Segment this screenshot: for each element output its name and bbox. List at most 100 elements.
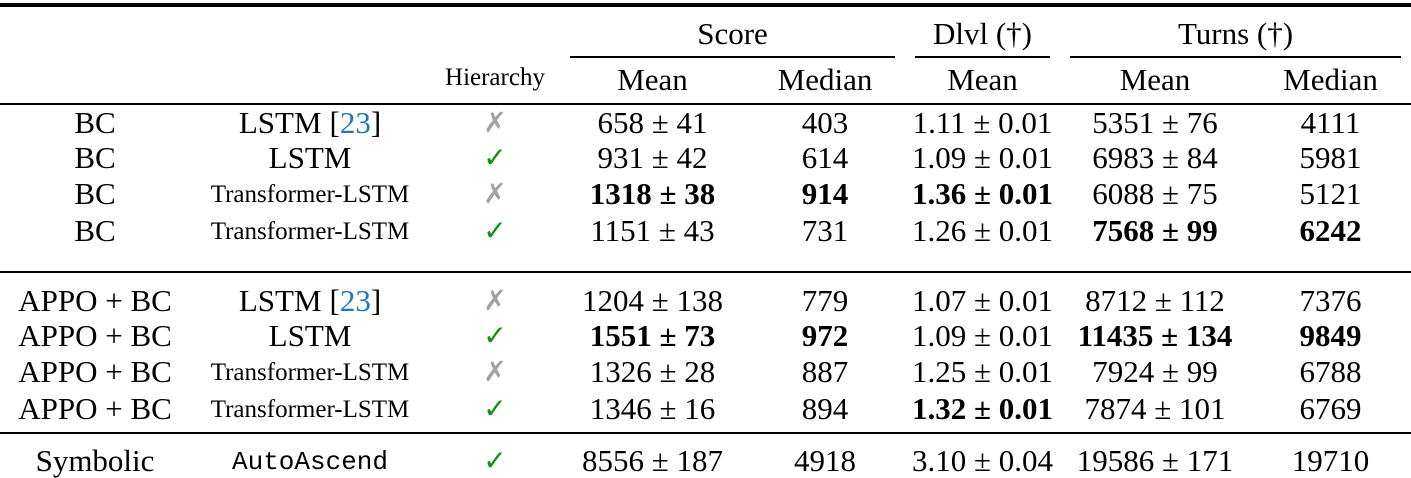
score-mean-header: Mean [560,58,745,105]
dlvl-group-label: Dlvl (†) [915,17,1050,58]
arch-cell: LSTM [190,140,430,175]
group-header-row: Score Dlvl (†) Turns (†) [0,7,1411,58]
method-cell: APPO + BC [18,317,172,353]
arch-cell: LSTM [190,318,430,353]
cross-icon: ✗ [483,284,507,317]
arch-label: LSTM [238,282,322,318]
empty-header-cell [190,7,430,58]
dlvl-mean-cell: 1.32 ± 0.01 [911,390,1053,426]
method-cell: BC [74,104,116,140]
turns-mean-cell: 19586 ± 171 [1076,442,1234,478]
score-median-cell: 403 [801,104,849,140]
cite-bracket: [ [329,104,340,140]
score-median-cell: 779 [801,282,849,318]
turns-mean-cell: 7874 ± 101 [1084,390,1226,426]
citation-link[interactable]: 23 [339,282,371,318]
check-icon: ✓ [483,141,507,174]
dlvl-group-header: Dlvl (†) [905,7,1060,58]
sub-header-row: Hierarchy Mean Median Mean Mean Median [0,58,1411,105]
turns-median-header: Median [1250,58,1411,105]
method-cell: BC [74,175,116,211]
turns-mean-cell: 8712 ± 112 [1085,282,1225,318]
score-median-header: Median [745,58,905,105]
score-mean-cell: 1318 ± 38 [589,175,716,211]
dlvl-mean-cell: 1.25 ± 0.01 [911,353,1053,389]
empty-header-cell [190,58,430,105]
arch-cell: Transformer-LSTM [190,212,430,249]
paper-table-figure: Score Dlvl (†) Turns (†) Hierarchy Mean … [0,3,1411,478]
arch-cell: Transformer-LSTM [190,390,430,427]
table-row: APPO + BC Transformer-LSTM ✗ 1326 ± 28 8… [0,353,1411,390]
turns-median-cell: 4111 [1300,104,1361,140]
turns-median-cell: 5121 [1299,175,1362,211]
arch-cell: LSTM [23] [190,104,430,140]
mid-rule [0,432,1411,434]
table-row: BC Transformer-LSTM ✗ 1318 ± 38 914 1.36… [0,175,1411,212]
check-icon: ✓ [483,319,507,352]
score-median-cell: 887 [801,353,849,389]
hierarchy-cell: ✓ [430,318,560,353]
turns-median-cell: 19710 [1291,442,1370,478]
turns-mean-cell: 7924 ± 99 [1092,353,1218,389]
table-row: APPO + BC LSTM [23] ✗ 1204 ± 138 779 1.07… [0,283,1411,318]
turns-median-cell: 6769 [1299,390,1362,426]
method-cell: APPO + BC [18,353,172,389]
cross-icon: ✗ [483,106,507,139]
turns-mean-cell: 11435 ± 134 [1077,317,1233,353]
score-mean-cell: 8556 ± 187 [581,442,723,478]
empty-header-cell [0,58,190,105]
dlvl-mean-cell: 1.09 ± 0.01 [911,139,1053,175]
dlvl-mean-header: Mean [905,58,1060,105]
score-group-label: Score [570,17,895,58]
turns-median-cell: 9849 [1299,317,1362,353]
method-cell: BC [74,212,116,248]
arch-label: Transformer-LSTM [210,181,410,208]
hierarchy-cell: ✓ [430,140,560,175]
hierarchy-cell: ✗ [430,175,560,212]
method-cell: APPO + BC [18,390,172,426]
hierarchy-cell: ✓ [430,442,560,478]
hierarchy-cell: ✓ [430,212,560,249]
score-median-cell: 731 [801,212,849,248]
turns-median-cell: 7376 [1299,282,1362,318]
check-icon: ✓ [483,444,507,477]
empty-header-cell [0,7,190,58]
arch-cell: LSTM [23] [190,283,430,318]
table-row: BC Transformer-LSTM ✓ 1151 ± 43 731 1.26… [0,212,1411,249]
score-median-cell: 614 [801,139,849,175]
dlvl-mean-cell: 1.09 ± 0.01 [911,317,1053,353]
dlvl-mean-cell: 1.26 ± 0.01 [911,212,1053,248]
empty-header-cell [430,7,560,58]
turns-median-cell: 6788 [1299,353,1362,389]
arch-cell: Transformer-LSTM [190,175,430,212]
arch-label: Transformer-LSTM [210,218,410,245]
citation-link[interactable]: 23 [339,104,371,140]
score-mean-cell: 1326 ± 28 [589,353,716,389]
score-mean-cell: 1151 ± 43 [590,212,715,248]
turns-mean-cell: 5351 ± 76 [1092,104,1218,140]
hierarchy-cell: ✗ [430,283,560,318]
arch-label: Transformer-LSTM [210,396,410,423]
method-cell: BC [74,139,116,175]
top-rule [0,3,1411,7]
method-cell: APPO + BC [18,282,172,318]
cite-bracket: [ [329,282,340,318]
score-median-cell: 894 [801,390,849,426]
score-median-cell: 4918 [794,442,856,478]
table-row: APPO + BC Transformer-LSTM ✓ 1346 ± 16 8… [0,390,1411,427]
score-mean-cell: 931 ± 42 [597,139,708,175]
arch-label: LSTM [268,139,352,175]
score-median-cell: 914 [801,175,849,211]
turns-mean-cell: 6983 ± 84 [1092,139,1218,175]
score-mean-cell: 1551 ± 73 [589,317,716,353]
cite-bracket: ] [370,282,382,318]
arch-label: LSTM [268,317,352,353]
check-icon: ✓ [483,214,507,247]
hierarchy-column-header: Hierarchy [430,58,560,105]
score-median-cell: 972 [801,317,849,353]
cross-icon: ✗ [483,177,507,210]
cross-icon: ✗ [483,355,507,388]
section-divider [0,427,1411,442]
arch-cell: Transformer-LSTM [190,353,430,390]
score-mean-cell: 1346 ± 16 [589,390,716,426]
